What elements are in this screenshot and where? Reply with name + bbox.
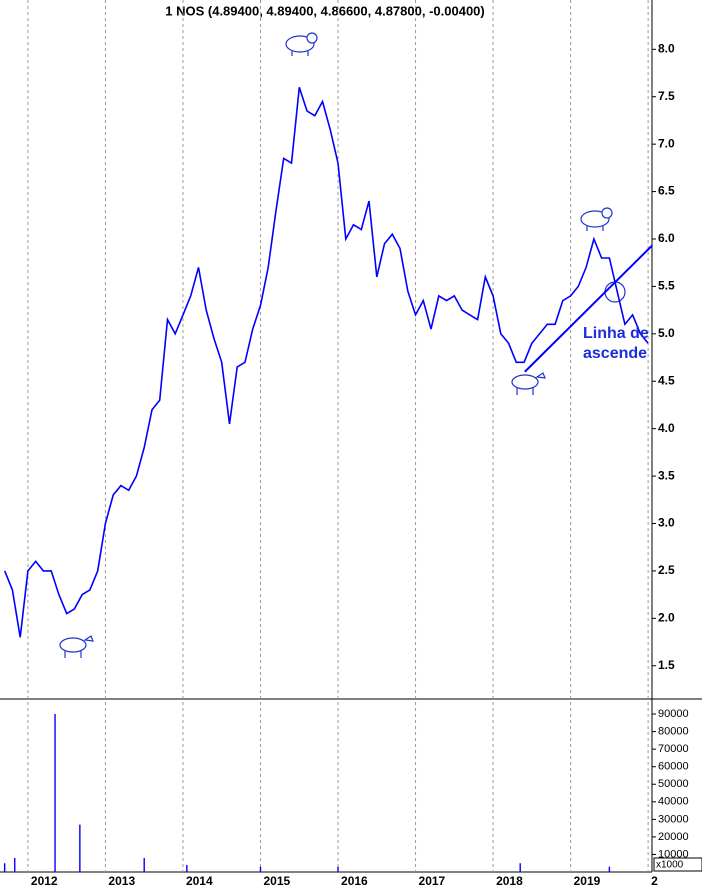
y-tick-label: 5.5: [658, 279, 675, 293]
icons: [59, 32, 626, 658]
x-tick-label: 2018: [496, 874, 523, 888]
y-tick-label: 50000: [658, 778, 689, 790]
volume-bar: [186, 864, 188, 872]
volume-bar: [337, 866, 339, 872]
y-tick-label: 40000: [658, 796, 689, 808]
y-tick-label: 90000: [658, 708, 689, 720]
volume-bar: [143, 857, 145, 872]
y-tick-label: 1.5: [658, 658, 675, 672]
x-tick-label: 2012: [31, 874, 58, 888]
x-tick-label: 2017: [419, 874, 446, 888]
volume-bar: [519, 863, 521, 872]
unit-label: x1000: [656, 860, 684, 871]
x-tick-label: 2019: [574, 874, 601, 888]
y-tick-label: 6.5: [658, 184, 675, 198]
y-tick-label: 3.5: [658, 468, 675, 482]
y-tick-label: 10000: [658, 848, 689, 860]
volume-bar: [608, 866, 611, 872]
y-tick-label: 60000: [658, 761, 689, 773]
chart-title: 1 NOS (4.89400, 4.89400, 4.86600, 4.8780…: [165, 3, 484, 18]
y-tick-label: 5.0: [658, 326, 675, 340]
bull-icon: [511, 372, 546, 395]
y-tick-label: 2.5: [658, 563, 675, 577]
volume-bar: [54, 714, 56, 872]
y-tick-label: 7.0: [658, 136, 675, 150]
y-tick-label: 4.5: [658, 373, 675, 387]
x-tick-label: 2: [651, 874, 658, 888]
x-tick-label: 2013: [108, 874, 135, 888]
y-tick-label: 80000: [658, 725, 689, 737]
y-tick-label: 6.0: [658, 231, 675, 245]
y-tick-label: 7.5: [658, 89, 675, 103]
volume-bar: [79, 824, 81, 872]
x-tick-label: 2014: [186, 874, 213, 888]
bear-icon: [580, 207, 613, 231]
y-tick-label: 3.0: [658, 516, 675, 530]
trendline: [524, 244, 653, 373]
volume-bar: [259, 866, 262, 872]
bear-icon: [285, 32, 318, 56]
annotation: Linha de: [583, 325, 649, 342]
x-tick-label: 2016: [341, 874, 368, 888]
price-line: [3, 87, 649, 638]
y-tick-label: 4.0: [658, 421, 675, 435]
x-tick-label: 2015: [263, 874, 290, 888]
volume-bar: [3, 863, 6, 872]
bull-icon: [59, 635, 94, 658]
y-tick-label: 30000: [658, 813, 689, 825]
unit-box: [653, 857, 702, 872]
y-tick-label: 20000: [658, 831, 689, 843]
y-tick-label: 70000: [658, 743, 689, 755]
y-tick-label: 2.0: [658, 611, 675, 625]
volume-bar: [14, 857, 16, 872]
annotation: ascende: [583, 345, 647, 362]
y-tick-label: 8.0: [658, 41, 675, 55]
